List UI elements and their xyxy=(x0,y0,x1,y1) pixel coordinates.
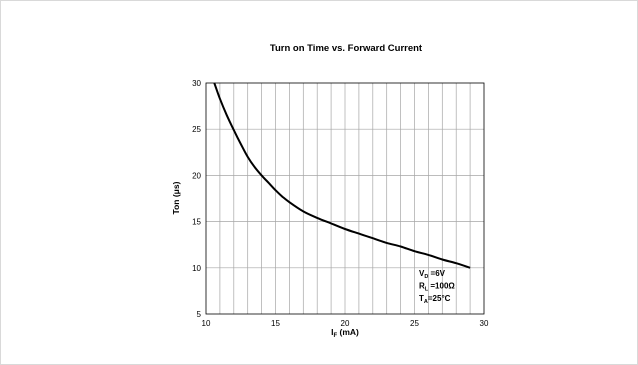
series-line xyxy=(213,82,471,269)
x-axis-label-rest: (mA) xyxy=(337,327,359,337)
y-tick-label: 10 xyxy=(192,264,201,273)
y-tick-label: 15 xyxy=(192,218,201,227)
y-tick-label: 20 xyxy=(192,171,201,180)
x-axis-label-sub: F xyxy=(333,333,337,339)
x-axis-label: IF (mA) xyxy=(331,327,359,339)
chart-title: Turn on Time vs. Forward Current xyxy=(270,43,423,54)
x-tick-label: 30 xyxy=(480,319,489,328)
x-tick-label: 15 xyxy=(271,319,280,328)
annotation-line: TA=25°C xyxy=(419,294,451,305)
x-tick-label: 10 xyxy=(202,319,211,328)
y-axis-label: Ton (μs) xyxy=(171,181,181,214)
y-tick-label: 5 xyxy=(197,310,202,319)
plot-border xyxy=(205,82,485,315)
grid xyxy=(206,83,484,314)
x-tick-label: 25 xyxy=(410,319,419,328)
x-tick-label: 20 xyxy=(341,319,350,328)
y-tick-label: 25 xyxy=(192,125,201,134)
annotation-line: VD =6V xyxy=(419,269,446,280)
y-tick-label: 30 xyxy=(192,79,201,88)
annotation-line: RL =100Ω xyxy=(419,282,455,293)
x-axis-label-main: I xyxy=(331,327,333,337)
